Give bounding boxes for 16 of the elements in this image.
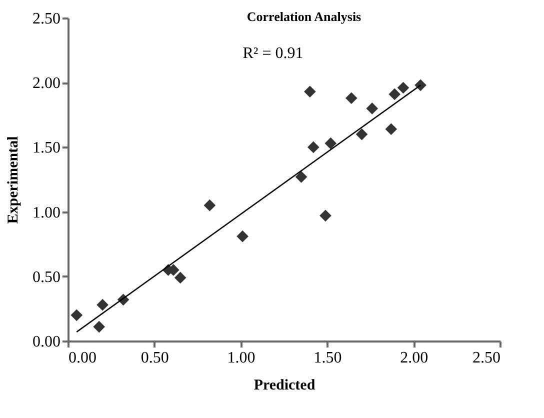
y-tick-label: 2.50	[32, 10, 60, 28]
y-tick-label: 2.00	[32, 75, 60, 92]
x-tick-label: 2.50	[472, 350, 500, 366]
y-tick-label: 1.00	[32, 204, 60, 222]
x-tick-label: 0.50	[140, 350, 169, 366]
chart-title: Correlation Analysis	[246, 9, 362, 24]
y-axis-title: Experimental	[6, 136, 22, 224]
y-tick-label: 0.00	[32, 334, 60, 350]
x-tick-label: 1.50	[314, 350, 342, 366]
x-tick-label: 0.00	[68, 350, 96, 366]
x-tick-label: 1.00	[227, 350, 256, 366]
x-axis-title: Predicted	[254, 378, 316, 394]
y-tick-label: 0.50	[32, 268, 60, 286]
x-tick-label: 2.00	[400, 350, 428, 366]
y-tick-label: 1.50	[32, 140, 60, 157]
annotation: R² = 0.91	[242, 45, 304, 62]
